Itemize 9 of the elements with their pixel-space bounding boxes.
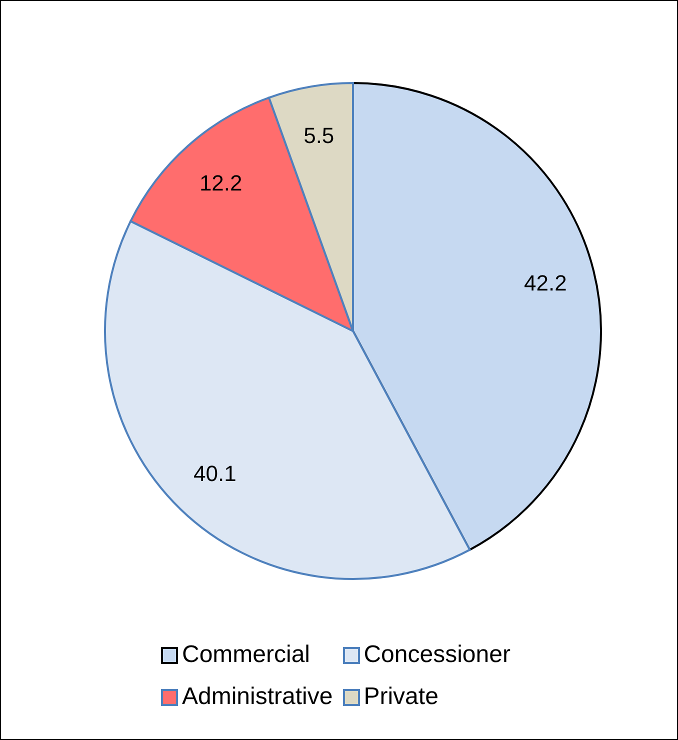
data-label: 12.2 — [199, 170, 242, 196]
legend-label: Private — [364, 683, 438, 711]
legend-label: Concessioner — [364, 641, 510, 669]
pie-slice — [352, 82, 602, 551]
data-label: 5.5 — [304, 123, 334, 148]
data-label: 40.1 — [194, 460, 236, 486]
data-label: 42.2 — [524, 270, 567, 296]
legend-label: Administrative — [182, 683, 333, 711]
legend-label: Commercial — [182, 641, 310, 669]
